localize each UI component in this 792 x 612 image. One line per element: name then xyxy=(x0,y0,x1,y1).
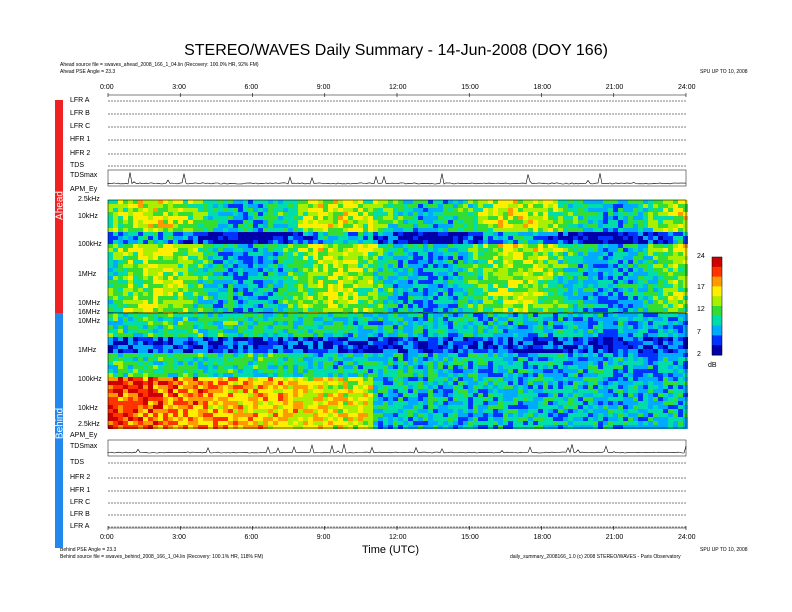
x-tick-bottom: 15:00 xyxy=(461,534,479,541)
x-tick-top: 3:00 xyxy=(172,84,186,91)
ahead-freq-tick: 1MHz xyxy=(78,271,97,278)
ahead-tdsmax-trace xyxy=(107,172,687,185)
footer-right-2: daily_summary_2008166_1.0 (c) 2008 STERE… xyxy=(510,554,681,560)
x-tick-bottom: 6:00 xyxy=(244,534,259,541)
colorbar-tick: 24 xyxy=(697,253,705,260)
behind-tdsmax-trace xyxy=(107,443,687,454)
colorbar-segment xyxy=(712,315,722,327)
ahead-source-text: Ahead source file = swaves_ahead_2008_16… xyxy=(60,62,259,68)
behind-row-label: TDS xyxy=(70,459,84,466)
x-tick-top: 12:00 xyxy=(389,84,407,91)
x-tick-bottom: 9:00 xyxy=(316,534,331,541)
behind-row-label: LFR C xyxy=(70,499,91,506)
behind-tdsmax-frame xyxy=(107,439,687,457)
behind-source-text: Behind source file = swaves_behind_2008_… xyxy=(60,554,264,560)
behind-angle-text: Behind PSE Angle = 23.3 xyxy=(60,547,117,553)
ahead-angle-text: Ahead PSE Angle = 23.3 xyxy=(60,69,116,75)
page-title: STEREO/WAVES Daily Summary - 14-Jun-2008… xyxy=(184,42,608,59)
behind-band xyxy=(55,313,63,548)
colorbar-segment xyxy=(712,286,722,297)
colorbar-segment xyxy=(712,257,722,268)
x-tick-bottom: 3:00 xyxy=(172,534,186,541)
ahead-freq-tick: 16MHz xyxy=(78,309,101,316)
colorbar-segment xyxy=(712,325,722,336)
behind-freq-tick: 100kHz xyxy=(78,376,102,383)
x-tick-top: 0:00 xyxy=(100,84,114,91)
x-tick-bottom: 24:00 xyxy=(678,534,696,541)
ahead-band xyxy=(55,100,63,313)
colorbar-segment xyxy=(712,345,722,356)
x-tick-top: 24:00 xyxy=(678,84,696,91)
behind-row-label: LFR B xyxy=(70,511,90,518)
ahead-row-label: LFR B xyxy=(70,110,90,117)
x-tick-top: 18:00 xyxy=(533,84,552,91)
ahead-row-label: LFR A xyxy=(70,97,90,104)
ahead-row-label: LFR C xyxy=(70,123,91,130)
colorbar-segment xyxy=(712,276,722,287)
x-tick-bottom: 0:00 xyxy=(100,534,114,541)
ahead-tdsmax-frame xyxy=(107,169,687,187)
behind-row-label: LFR A xyxy=(70,523,90,530)
x-axis-label: Time (UTC) xyxy=(362,544,420,556)
x-tick-bottom: 21:00 xyxy=(605,534,624,541)
colorbar-segment xyxy=(712,266,722,278)
top-right-text: SPU UP TO 10, 2008 xyxy=(700,69,748,75)
ahead-row-label: TDSmax xyxy=(70,172,98,179)
ahead-freq-tick: 10kHz xyxy=(78,213,98,220)
ahead-freq-tick: 10MHz xyxy=(78,300,101,307)
x-tick-top: 21:00 xyxy=(605,84,624,91)
behind-row-label: APM_Ey xyxy=(70,432,98,439)
behind-freq-tick: 2.5kHz xyxy=(78,421,100,428)
colorbar-tick: 7 xyxy=(697,328,701,336)
behind-row-label: TDSmax xyxy=(70,443,98,450)
ahead-row-label: TDS xyxy=(70,162,84,169)
x-tick-top: 9:00 xyxy=(316,84,331,91)
colorbar-tick: 17 xyxy=(697,284,705,292)
x-tick-bottom: 18:00 xyxy=(533,534,552,541)
behind-spectrogram-frame xyxy=(107,312,687,429)
colorbar-segment xyxy=(712,335,722,346)
ahead-freq-tick: 100kHz xyxy=(78,241,102,248)
behind-freq-tick: 1MHz xyxy=(78,347,97,354)
colorbar-segment xyxy=(712,296,722,307)
behind-spectrogram xyxy=(108,313,688,429)
behind-freq-tick: 10kHz xyxy=(78,405,98,412)
colorbar-frame xyxy=(711,256,723,356)
footer-right-1: SPU UP TO 10, 2008 xyxy=(700,547,748,553)
x-tick-top: 15:00 xyxy=(461,84,479,91)
colorbar-segment xyxy=(712,306,722,317)
behind-freq-tick: 10MHz xyxy=(78,318,101,325)
behind-row-label: HFR 2 xyxy=(70,474,91,481)
ahead-row-label: APM_Ey xyxy=(70,186,98,193)
colorbar-tick: 12 xyxy=(697,306,705,314)
ahead-freq-tick: 2.5kHz xyxy=(78,196,100,203)
ahead-row-label: HFR 1 xyxy=(70,136,91,143)
colorbar-unit: dB xyxy=(708,362,717,369)
ahead-spectrogram xyxy=(108,200,688,316)
ahead-row-label: HFR 2 xyxy=(70,150,91,157)
x-tick-top: 6:00 xyxy=(244,84,259,91)
colorbar-tick: 2 xyxy=(697,351,701,358)
x-tick-bottom: 12:00 xyxy=(389,534,407,541)
behind-row-label: HFR 1 xyxy=(70,487,91,494)
